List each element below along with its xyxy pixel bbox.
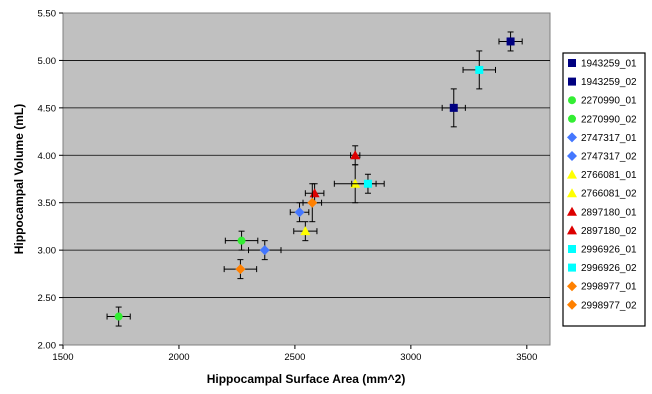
data-point-group bbox=[441, 88, 466, 128]
legend-marker bbox=[568, 245, 576, 253]
legend-item: 2270990_01 bbox=[568, 96, 637, 107]
legend-label: 2897180_02 bbox=[581, 226, 637, 237]
legend-item: 1943259_02 bbox=[568, 77, 637, 88]
legend-label: 2766081_01 bbox=[581, 170, 637, 181]
legend-marker bbox=[567, 225, 577, 235]
data-point-group bbox=[293, 221, 318, 242]
x-tick-label: 3500 bbox=[516, 352, 537, 363]
data-point-group bbox=[302, 183, 323, 223]
data-point bbox=[307, 197, 318, 208]
data-point-group bbox=[351, 173, 385, 194]
legend-marker bbox=[568, 114, 576, 123]
legend-item: 2998977_02 bbox=[567, 299, 637, 311]
legend-marker bbox=[567, 151, 577, 161]
data-point bbox=[237, 236, 246, 245]
data-points bbox=[106, 31, 523, 327]
data-point bbox=[300, 226, 311, 236]
legend-item: 2747317_02 bbox=[567, 151, 637, 163]
legend-item: 2766081_02 bbox=[567, 188, 637, 200]
legend-label: 2996926_02 bbox=[581, 263, 637, 274]
legend-marker bbox=[568, 96, 576, 105]
legend-label: 2766081_02 bbox=[581, 189, 637, 200]
legend-marker bbox=[567, 281, 577, 292]
data-point bbox=[475, 65, 484, 74]
legend-marker bbox=[568, 59, 576, 67]
legend-label: 2998977_01 bbox=[581, 282, 637, 293]
data-point-group bbox=[248, 240, 282, 261]
data-point-group bbox=[350, 145, 361, 166]
y-tick-label: 5.50 bbox=[38, 9, 57, 20]
legend-marker bbox=[567, 206, 577, 216]
legend-item: 2897180_02 bbox=[567, 225, 637, 237]
data-point-group bbox=[498, 31, 523, 52]
y-axis-title: Hippocampal Volume (mL) bbox=[12, 104, 26, 254]
y-tick-label: 3.00 bbox=[38, 246, 57, 257]
legend-marker bbox=[568, 263, 576, 272]
legend-label: 2270990_01 bbox=[581, 96, 637, 107]
legend-label: 2998977_02 bbox=[581, 300, 637, 311]
legend-item: 2998977_01 bbox=[567, 281, 637, 293]
data-point bbox=[235, 264, 246, 275]
x-tick-label: 3000 bbox=[400, 352, 421, 363]
legend-item: 2897180_01 bbox=[567, 206, 637, 218]
y-tick-label: 3.50 bbox=[38, 198, 57, 209]
data-point-group bbox=[106, 306, 131, 327]
legend-label: 2996926_01 bbox=[581, 245, 637, 256]
legend-label: 2747317_01 bbox=[581, 133, 637, 144]
data-point bbox=[259, 245, 270, 256]
legend: 1943259_01 1943259_02 2270990_01 2270990_02… bbox=[567, 59, 637, 311]
data-point bbox=[363, 179, 372, 188]
legend-item: 2996926_01 bbox=[568, 245, 637, 256]
y-tick-label: 2.50 bbox=[38, 293, 57, 304]
legend-marker bbox=[568, 77, 576, 86]
legend-marker bbox=[567, 188, 577, 198]
data-point bbox=[449, 103, 458, 112]
data-point bbox=[294, 207, 305, 218]
y-tick-label: 5.00 bbox=[38, 56, 57, 67]
legend-item: 2270990_02 bbox=[568, 114, 637, 125]
x-tick-label: 2500 bbox=[284, 352, 305, 363]
legend-marker bbox=[567, 169, 577, 179]
data-point-group bbox=[289, 202, 310, 223]
legend-marker bbox=[567, 132, 577, 143]
y-tick-label: 4.00 bbox=[38, 151, 57, 162]
legend-item: 2747317_01 bbox=[567, 132, 637, 144]
x-tick-label: 1500 bbox=[52, 352, 73, 363]
legend-item: 1943259_01 bbox=[568, 59, 637, 70]
x-tick-label: 2000 bbox=[168, 352, 189, 363]
y-tick-label: 2.00 bbox=[38, 341, 57, 352]
legend-label: 2897180_01 bbox=[581, 207, 637, 218]
data-point bbox=[506, 37, 515, 46]
legend-box bbox=[562, 52, 646, 327]
data-point bbox=[114, 312, 123, 321]
legend-label: 1943259_02 bbox=[581, 77, 637, 88]
plot-area bbox=[62, 12, 551, 346]
y-tick-label: 4.50 bbox=[38, 103, 57, 114]
legend-label: 1943259_01 bbox=[581, 59, 637, 70]
x-axis-title: Hippocampal Surface Area (mm^2) bbox=[207, 372, 406, 386]
legend-label: 2270990_02 bbox=[581, 114, 637, 125]
legend-item: 2766081_01 bbox=[567, 169, 637, 181]
data-point-group bbox=[224, 230, 259, 251]
legend-marker bbox=[567, 299, 577, 310]
data-point-group bbox=[223, 259, 258, 280]
legend-item: 2996926_02 bbox=[568, 263, 637, 274]
tick-labels: 2.00 2.50 3.00 3.50 4.00 4.50 5.00 5.50 1500 2000… bbox=[38, 9, 538, 364]
data-point-group bbox=[462, 50, 497, 90]
data-point bbox=[350, 150, 361, 160]
legend-label: 2747317_02 bbox=[581, 152, 637, 163]
